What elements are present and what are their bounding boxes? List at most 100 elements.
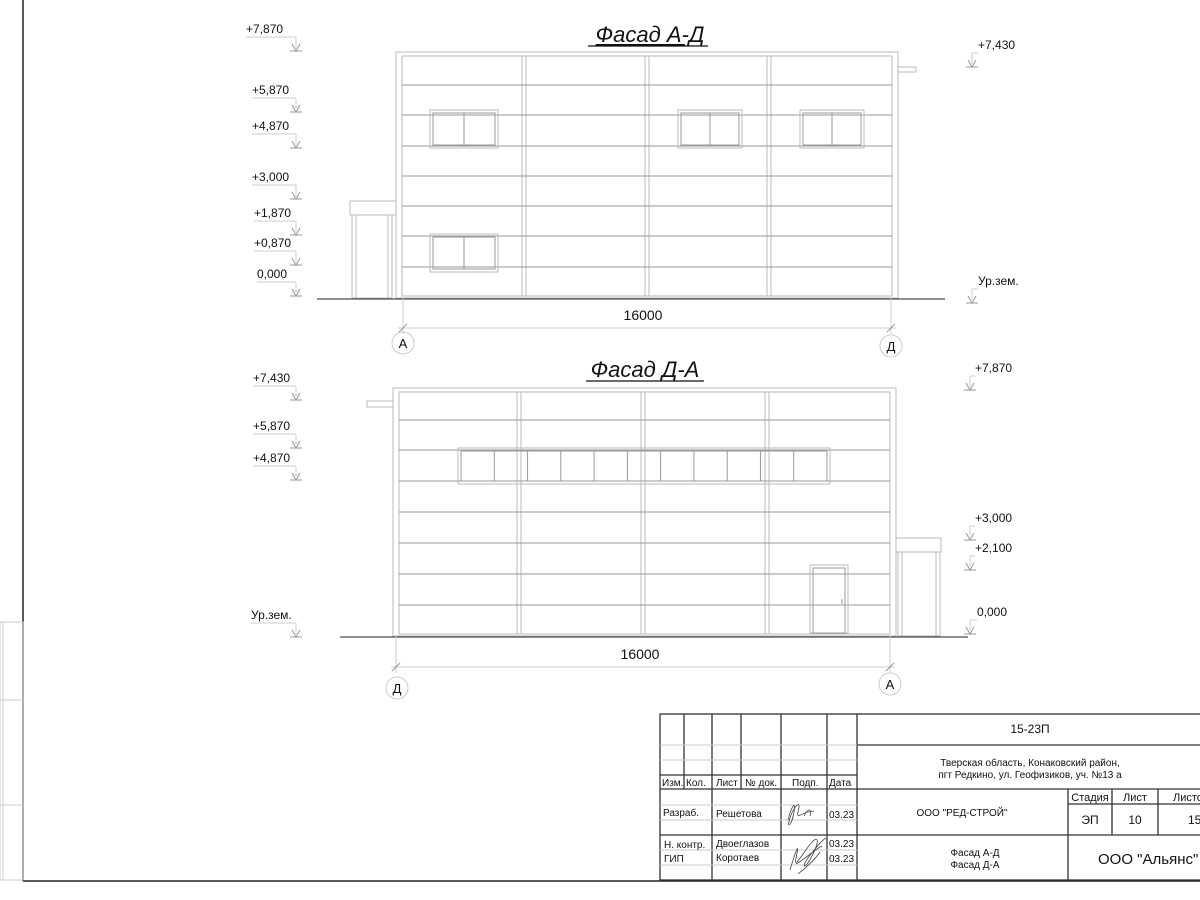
header-date: Дата [829, 778, 852, 789]
facade-title: Фасад А-Д [596, 22, 705, 47]
dimension-tick [398, 323, 408, 333]
axis-label: Д [393, 681, 402, 696]
dimension-label: 16000 [621, 646, 660, 662]
sheet-title-1: Фасад А-Д [950, 848, 999, 859]
person-name: Решетова [716, 809, 762, 820]
facade-a-d: Фасад А-Д 16000 А Д +7,870 +5,870 +4,870 +3,0… [246, 22, 1019, 358]
level-triangle-icon [290, 440, 302, 450]
drain-outlet [897, 66, 917, 73]
axis-label: А [399, 336, 408, 351]
level-triangle-icon [966, 295, 978, 305]
level-triangle-icon [964, 532, 976, 542]
level-triangle-icon [290, 227, 302, 237]
level-mark-label: +2,100 [975, 541, 1012, 555]
level-mark-label: +4,870 [253, 451, 290, 465]
level-triangle-icon [290, 288, 302, 298]
signature-reshetova [787, 804, 815, 826]
window [677, 109, 743, 149]
header-kol: Кол. [686, 778, 706, 789]
title-block: Изм. Кол. Лист № док. Подп. Дата Разраб.… [659, 713, 1200, 881]
level-mark-label: +7,870 [975, 361, 1012, 375]
axis-bubble [879, 334, 903, 358]
building-outline [392, 387, 897, 637]
facade-d-a: Фасад Д-А 16000 Д А +7,430 +5,870 +4,870 Ур.з… [251, 357, 1012, 700]
level-mark-label: +1,870 [254, 206, 291, 220]
window-frame [799, 109, 865, 149]
address-line-1: Тверская область, Конаковский район, [940, 757, 1120, 769]
level-mark-label: +7,430 [253, 371, 290, 385]
level-mark-label: +7,430 [978, 38, 1015, 52]
window-frame [677, 109, 743, 149]
axis-bubble [385, 676, 409, 700]
window [429, 109, 499, 149]
header-sign: Подп. [792, 778, 819, 789]
level-triangle-icon [290, 104, 302, 114]
axis-label: А [886, 677, 895, 692]
level-triangle-icon [290, 257, 302, 267]
canopy [895, 537, 942, 553]
header-doc: № док. [745, 778, 777, 789]
window [799, 109, 865, 149]
axis-bubble [878, 672, 902, 696]
sheets-total: 15 [1188, 813, 1200, 827]
building-elevation [340, 387, 968, 673]
client-org: ООО "Альянс" [1098, 851, 1198, 868]
vestibule [897, 551, 941, 637]
window [457, 447, 831, 485]
address-line-2: пгт Редкино, ул. Геофизиков, уч. №13 а [938, 769, 1122, 781]
level-triangle-icon [290, 191, 302, 201]
role-label: Н. контр. [664, 840, 705, 851]
project-code: 15-23П [1010, 722, 1049, 736]
sheet-title-2: Фасад Д-А [950, 860, 999, 871]
axis-bubble [391, 331, 415, 355]
level-triangle-icon [964, 562, 976, 572]
designer-org: ООО "РЕД-СТРОЙ" [916, 806, 1008, 819]
facade-title: Фасад Д-А [591, 357, 700, 382]
vestibule-door [901, 551, 937, 637]
role-label: Разраб. [663, 807, 699, 819]
level-mark-label: Ур.зем. [978, 274, 1019, 288]
window-frame [457, 447, 831, 485]
sheet-header-sheet: Лист [1123, 792, 1147, 804]
level-triangle-icon [964, 382, 976, 392]
header-izm: Изм. [662, 778, 683, 789]
level-mark-label: +3,000 [252, 170, 289, 184]
level-triangle-icon [966, 59, 978, 69]
sign-date: 03.23 [829, 839, 854, 850]
level-mark-label: 0,000 [257, 267, 287, 281]
dimension-tick [885, 662, 895, 672]
person-name: Двоеглазов [716, 839, 769, 850]
level-triangle-icon [290, 140, 302, 150]
role-label: ГИП [664, 854, 684, 865]
drain-outlet [366, 400, 394, 408]
sheet-number: 10 [1128, 813, 1142, 827]
vestibule [351, 214, 393, 299]
person-name: Коротаев [716, 853, 759, 864]
dimension-label: 16000 [624, 307, 663, 323]
level-triangle-icon [290, 472, 302, 482]
level-mark-label: +5,870 [252, 83, 289, 97]
level-mark-label: Ур.зем. [251, 608, 292, 622]
dimension-tick [886, 323, 896, 333]
window [429, 233, 499, 273]
sheet-header-total: Листов [1173, 792, 1200, 804]
building-outline [395, 51, 899, 299]
window-sash [460, 450, 828, 482]
sign-date: 03.23 [829, 854, 854, 865]
header-list: Лист [716, 778, 738, 789]
canopy [349, 200, 397, 216]
level-triangle-icon [290, 629, 302, 639]
building-elevation [317, 51, 945, 334]
door [809, 564, 849, 634]
window-frame [429, 109, 499, 149]
level-mark-label: 0,000 [977, 605, 1007, 619]
level-triangle-icon [290, 392, 302, 402]
window-frame [429, 233, 499, 273]
signature-dvoeglazov [789, 837, 827, 875]
level-mark-label: +7,870 [246, 22, 283, 36]
sign-date: 03.23 [829, 810, 854, 821]
level-triangle-icon [964, 626, 976, 636]
level-triangle-icon [290, 43, 302, 53]
